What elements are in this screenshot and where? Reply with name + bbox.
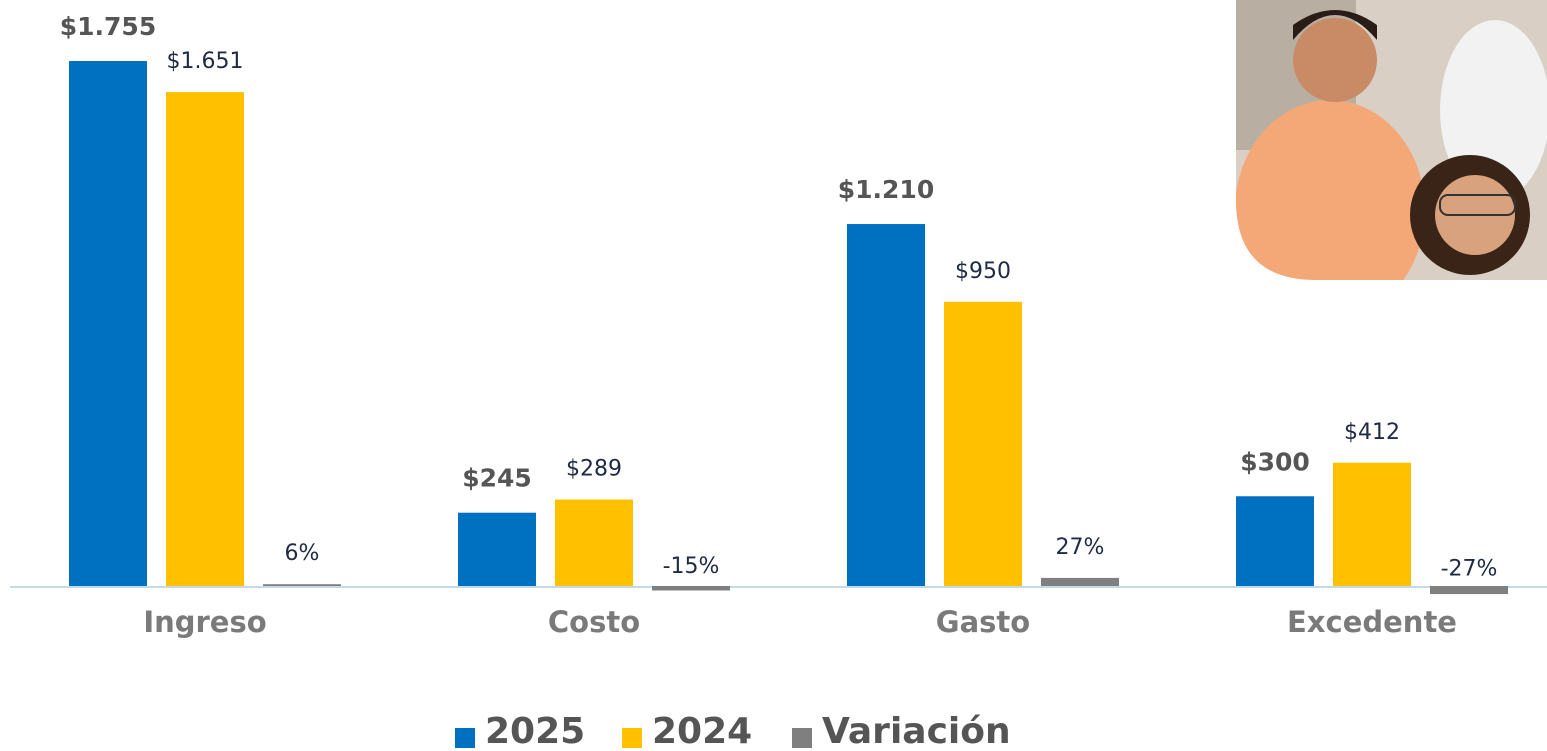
value-label: -27% xyxy=(1441,557,1498,582)
value-label: $245 xyxy=(462,464,532,493)
value-label: $412 xyxy=(1344,420,1400,445)
x-tick-label: Ingreso xyxy=(143,605,266,639)
bar xyxy=(458,513,536,586)
legend-marker xyxy=(455,728,475,748)
bar xyxy=(847,224,925,586)
x-tick-label: Costo xyxy=(548,605,640,639)
photo xyxy=(1235,0,1547,320)
legend: 2025 2024 Variación xyxy=(455,711,1011,751)
bar xyxy=(166,92,244,586)
value-label: $289 xyxy=(566,457,622,482)
legend-label: Variación xyxy=(822,711,1011,751)
bar xyxy=(1041,578,1119,586)
bar xyxy=(69,61,147,586)
value-label: $300 xyxy=(1240,447,1310,476)
bar xyxy=(944,302,1022,586)
value-label: $1.210 xyxy=(838,175,934,204)
value-label: 27% xyxy=(1056,535,1105,560)
value-label: $1.651 xyxy=(167,49,244,74)
bar xyxy=(555,500,633,586)
x-tick-label: Excedente xyxy=(1287,605,1457,639)
legend-marker xyxy=(622,728,642,748)
value-label: $1.755 xyxy=(60,12,156,41)
bar xyxy=(1430,586,1508,594)
bar xyxy=(1333,463,1411,586)
value-label: 6% xyxy=(285,541,320,566)
legend-label: 2025 xyxy=(485,711,585,751)
value-label: $950 xyxy=(955,259,1011,284)
legend-label: 2024 xyxy=(652,711,752,751)
chart: 2025 2024 Variación Ingreso $1.755 $1.651 6% C… xyxy=(0,0,1547,751)
value-label: -15% xyxy=(663,554,720,579)
legend-marker xyxy=(792,728,812,748)
x-tick-label: Gasto xyxy=(936,605,1030,639)
bar xyxy=(263,584,341,586)
bar xyxy=(652,586,730,590)
bar xyxy=(1236,496,1314,586)
